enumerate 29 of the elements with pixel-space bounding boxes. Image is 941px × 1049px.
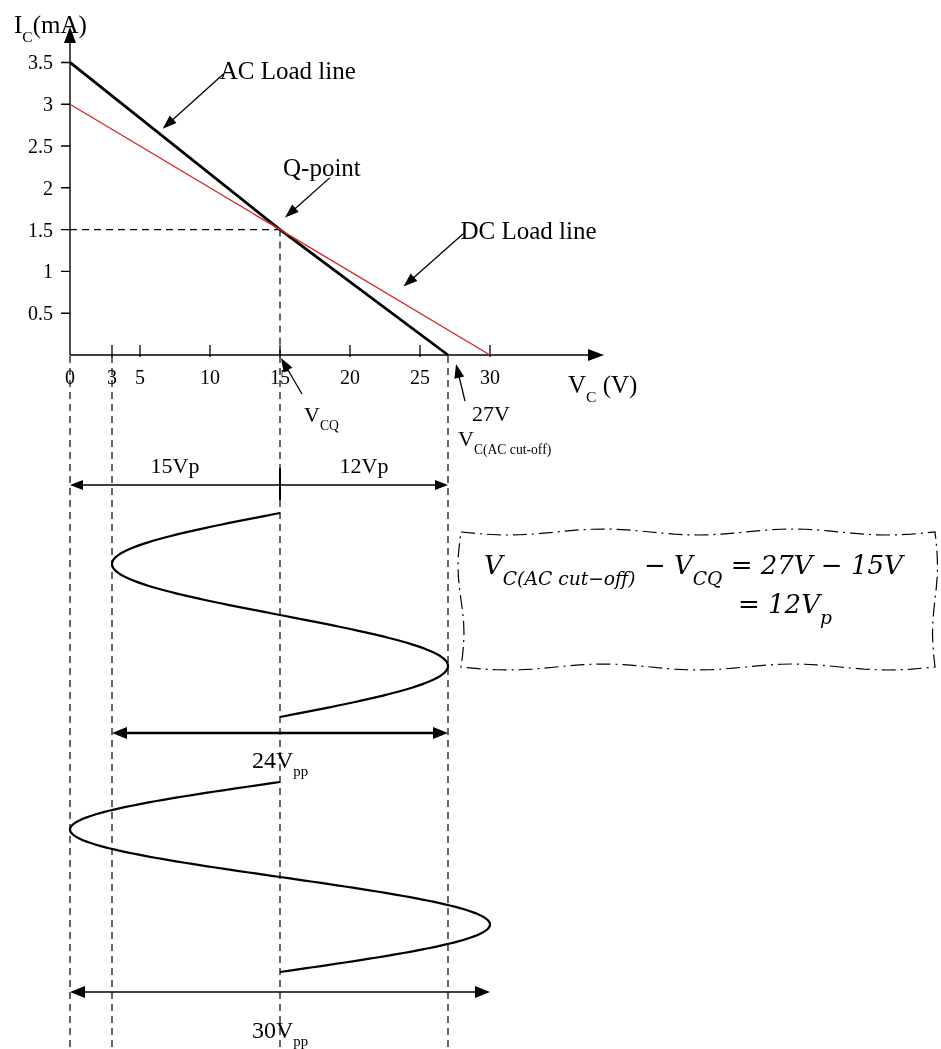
x-tick-label: 15 <box>270 366 290 388</box>
x-tick-label: 20 <box>340 366 360 388</box>
x-tick-label: 5 <box>135 366 145 388</box>
x-axis-title: V$_{C}$ (V) <box>568 371 638 405</box>
y-tick-label: 0.5 <box>28 302 53 325</box>
x-tick-label: 3 <box>107 366 117 388</box>
y-axis-title: I$_{C}$(mA) <box>14 11 87 45</box>
annotation: 27V <box>472 401 510 426</box>
text: 15Vp <box>150 453 200 478</box>
x-tick-label: 25 <box>410 366 430 388</box>
text: 12Vp <box>339 453 389 478</box>
y-tick-label: 2.5 <box>28 135 53 158</box>
text: = 12V$_{p}$ <box>738 589 832 628</box>
y-tick-label: 2 <box>43 176 53 199</box>
y-tick-label: 3.5 <box>28 51 53 74</box>
y-tick-label: 1 <box>43 260 53 283</box>
x-tick-label: 30 <box>480 366 500 388</box>
text: V$_{C(AC cut-off)}$ <box>458 426 552 458</box>
x-tick-label: 10 <box>200 366 220 388</box>
text: V$_{CQ}$ <box>304 402 339 433</box>
annotation: DC Load line <box>460 216 597 244</box>
text: 30V$_{pp}$ <box>251 1017 309 1049</box>
text: V$_{C(AC cut−off)}$ − V$_{CQ}$ = 27V − 15V <box>484 550 905 589</box>
annotation: Q-point <box>283 153 361 181</box>
annotation: AC Load line <box>219 56 356 84</box>
text: 24V$_{pp}$ <box>251 747 309 779</box>
y-tick-label: 1.5 <box>28 218 53 241</box>
y-tick-label: 3 <box>43 93 53 116</box>
x-tick-label: 0 <box>65 366 75 388</box>
